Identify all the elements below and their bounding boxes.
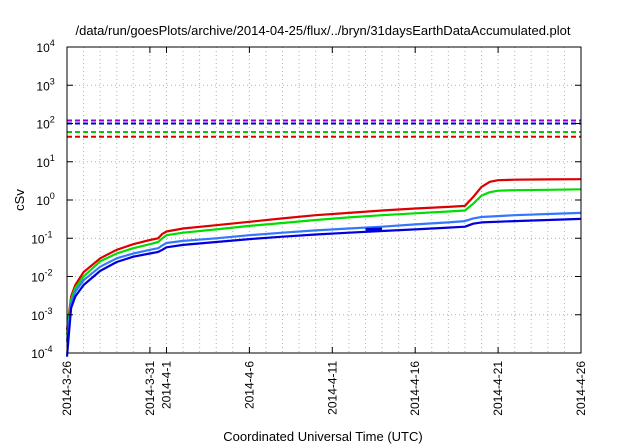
series-line (65, 188, 582, 335)
reference-lines (67, 119, 581, 138)
x-tick-label: 2014-4-6 (242, 361, 256, 409)
series-line (65, 217, 582, 357)
grid-lines (67, 47, 581, 353)
y-tick-label: 10-1 (31, 229, 52, 246)
x-axis-label: Coordinated Universal Time (UTC) (223, 429, 422, 444)
x-tick-label: 2014-3-31 (143, 361, 157, 416)
series-line (65, 178, 582, 331)
y-tick-label: 100 (36, 191, 54, 208)
x-tick-label: 2014-3-26 (60, 361, 74, 416)
y-tick-label: 103 (36, 76, 54, 93)
x-tick-label: 2014-4-21 (491, 361, 505, 416)
x-tick-label: 2014-4-16 (408, 361, 422, 416)
series-lines (65, 178, 582, 357)
plot-frame (66, 46, 582, 354)
x-tick-label: 2014-4-1 (159, 361, 173, 409)
x-tick-label: 2014-4-11 (325, 361, 339, 415)
y-tick-label: 101 (36, 153, 54, 170)
y-tick-label: 10-4 (31, 344, 52, 361)
y-axis-label: cSv (12, 189, 27, 211)
y-tick-label: 10-3 (31, 306, 52, 323)
chart-title: /data/run/goesPlots/archive/2014-04-25/f… (75, 23, 570, 38)
y-tick-label: 10-2 (31, 268, 52, 285)
y-tick-label: 102 (36, 115, 54, 132)
y-tick-label: 104 (36, 38, 54, 55)
series-line (65, 211, 582, 342)
x-tick-label: 2014-4-26 (574, 361, 588, 416)
axes: 10-4 10-3 10-2 10-1 100 101 102 103 104 2014-3-26… (31, 38, 588, 416)
